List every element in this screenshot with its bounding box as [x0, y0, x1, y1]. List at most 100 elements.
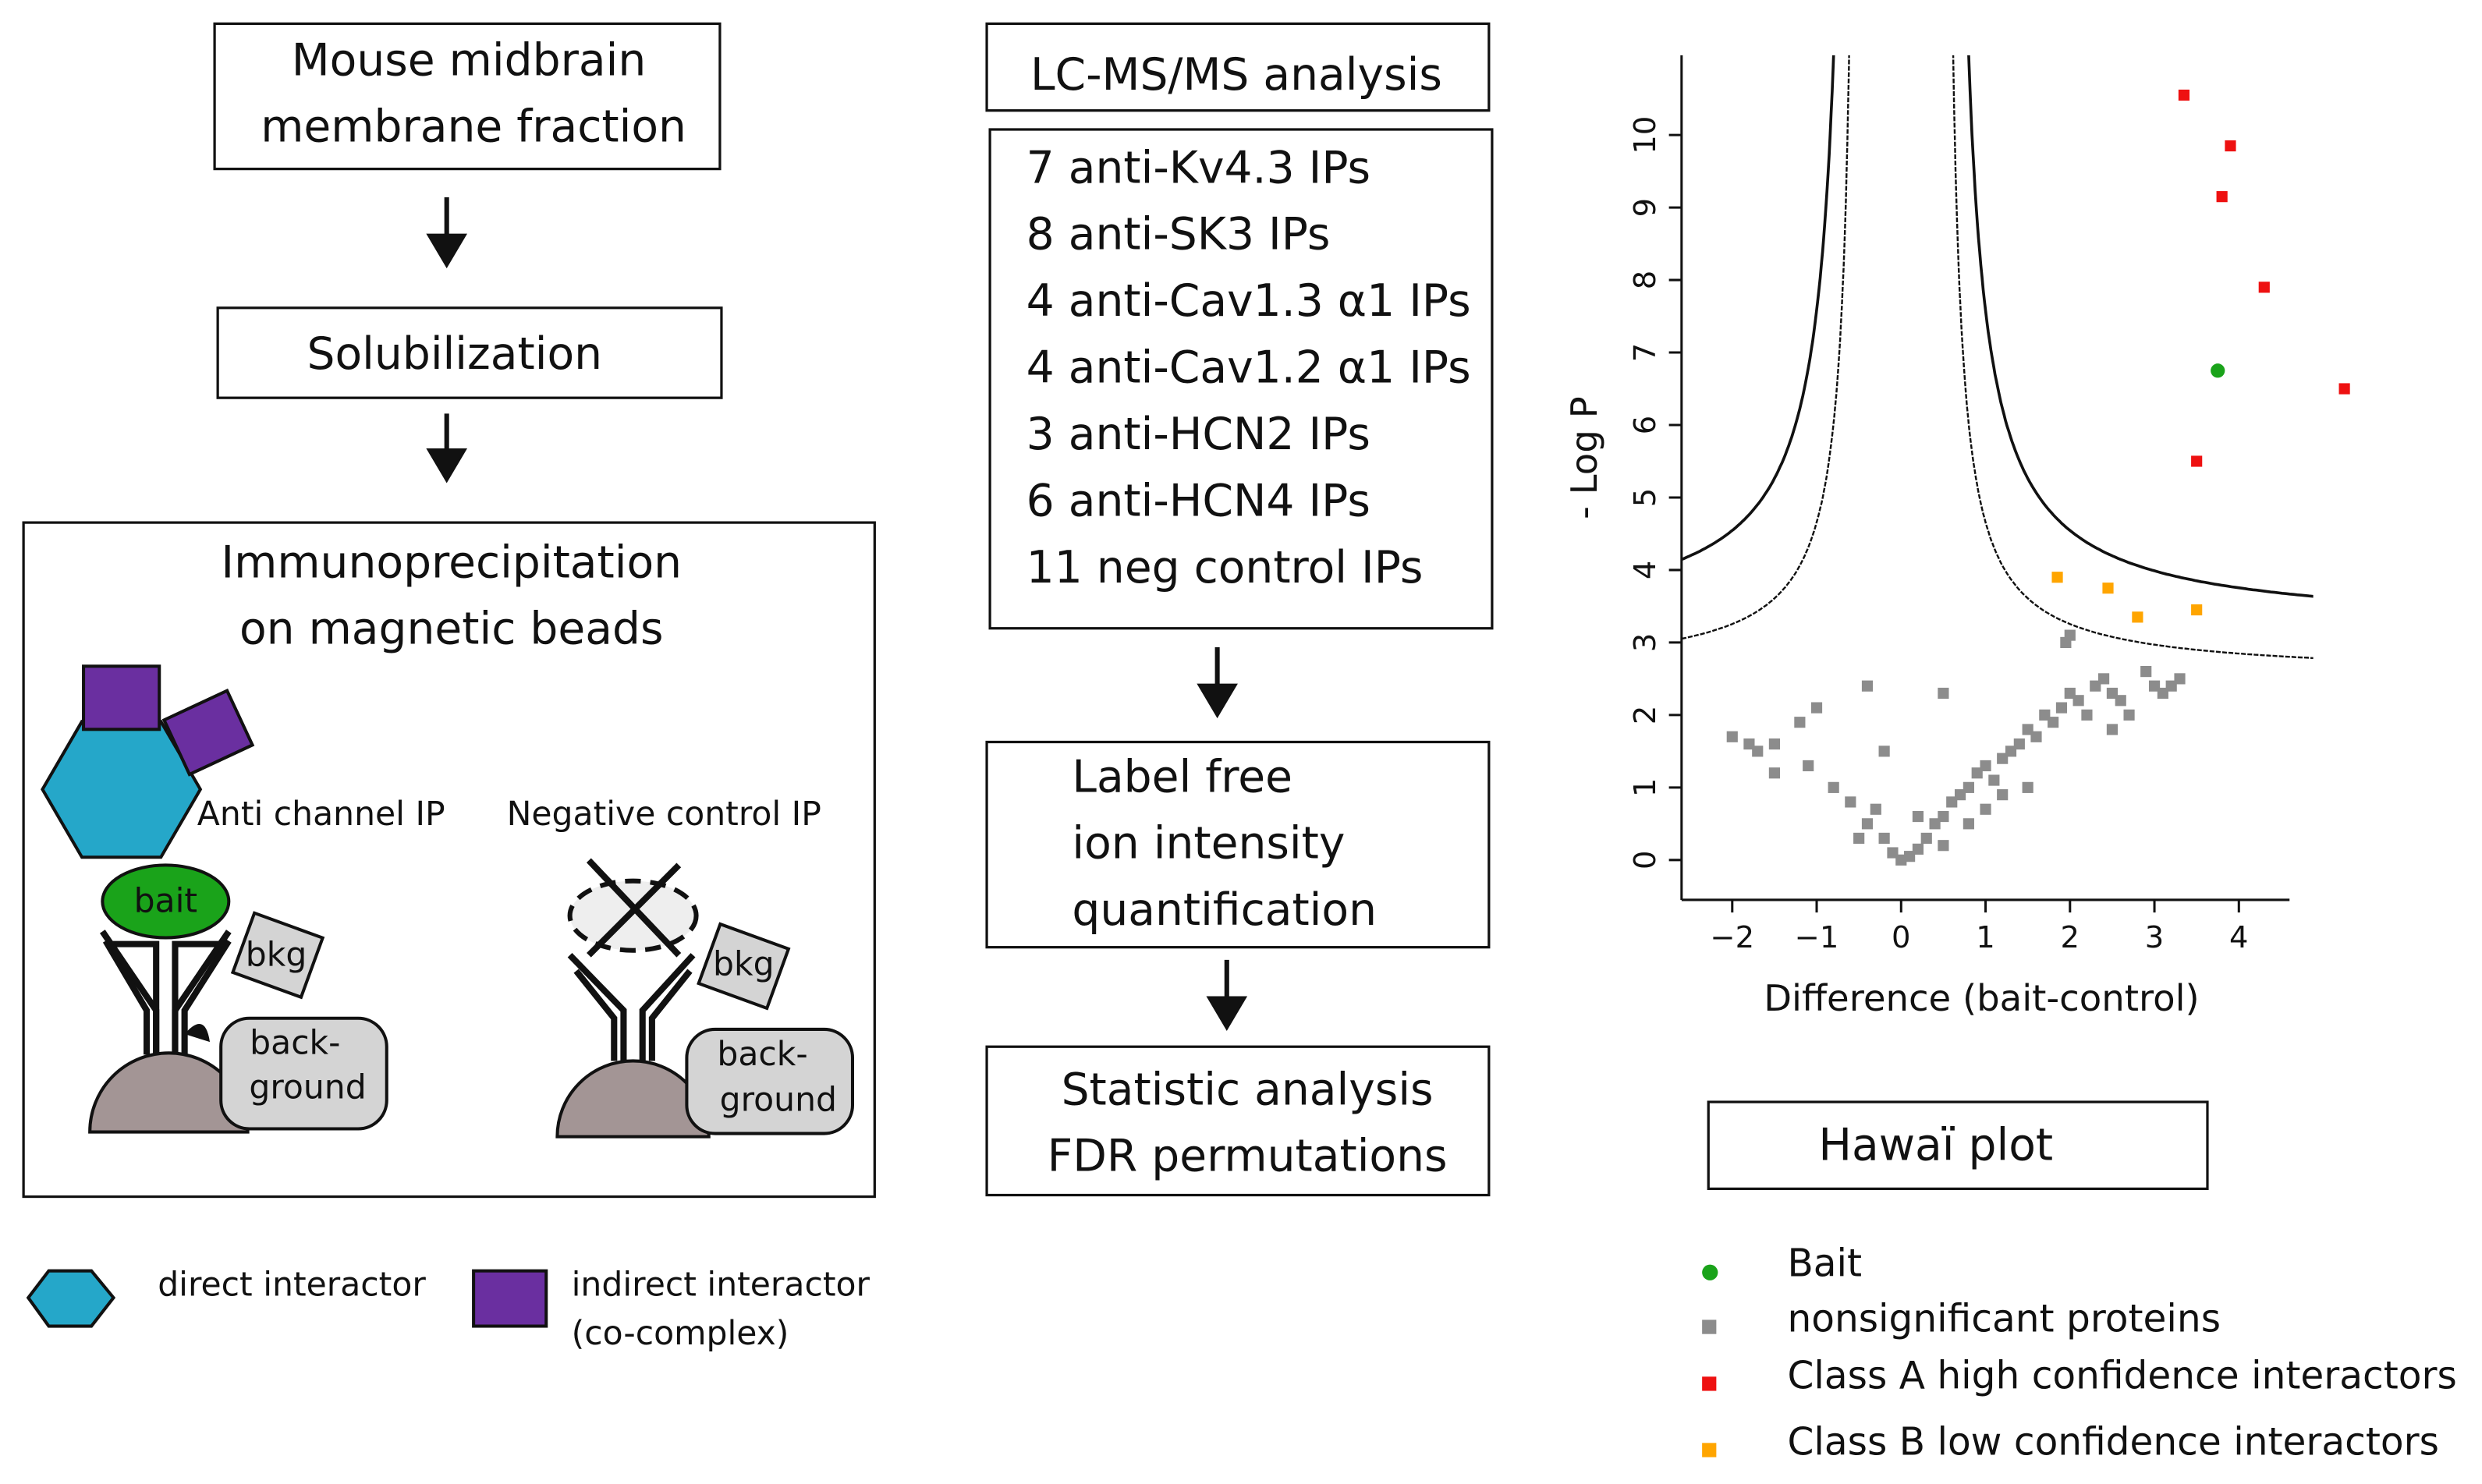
- ip-item: 4 anti-Cav1.2 α1 IPs: [1026, 342, 1471, 394]
- point: [2211, 363, 2225, 378]
- step-text: quantification: [1072, 884, 1377, 936]
- bkg-protein: [230, 911, 325, 1000]
- label: back-: [250, 1025, 340, 1063]
- point: [2005, 746, 2017, 757]
- label: ground: [249, 1068, 366, 1107]
- cross: [586, 858, 682, 958]
- key-hexagon: [26, 1269, 116, 1328]
- absent-bait: [567, 878, 699, 953]
- point: [1743, 738, 1755, 750]
- point: [1726, 731, 1738, 742]
- step-text: membrane fraction: [261, 101, 686, 153]
- y-tick-label: 5: [1628, 488, 1663, 507]
- legend-marker: [1702, 1264, 1718, 1280]
- legend-label: Bait: [1787, 1242, 1862, 1286]
- bait: [101, 863, 231, 940]
- arrow-head: [426, 233, 468, 269]
- point: [2098, 673, 2110, 685]
- ip-item: 6 anti-HCN4 IPs: [1026, 475, 1370, 526]
- step-box: [216, 306, 723, 399]
- point: [1853, 832, 1865, 845]
- point: [2081, 709, 2093, 721]
- legend-marker: [1702, 1319, 1717, 1334]
- point: [1870, 803, 1881, 815]
- y-tick-label: 2: [1628, 706, 1663, 724]
- ip-item: 4 anti-Cav1.3 α1 IPs: [1026, 275, 1471, 327]
- point: [1794, 717, 1806, 728]
- point: [1752, 746, 1764, 757]
- point: [2123, 709, 2135, 721]
- point: [2115, 695, 2126, 707]
- point: [2225, 140, 2236, 152]
- point: [1938, 840, 1949, 852]
- point: [2165, 680, 2177, 692]
- y-tick-label: 0: [1628, 851, 1663, 870]
- point: [2055, 702, 2068, 714]
- point: [1946, 796, 1958, 808]
- threshold-curves: [1681, 55, 2314, 660]
- point: [2174, 673, 2186, 685]
- point: [1845, 796, 1856, 808]
- point: [1912, 810, 1924, 823]
- indirect-interactor: [161, 688, 255, 777]
- legend-marker: [1702, 1443, 1717, 1457]
- ip-item: 3 anti-HCN2 IPs: [1026, 409, 1370, 460]
- point: [1997, 789, 2009, 801]
- point: [1938, 687, 1949, 699]
- ip-item: 7 anti-Kv4.3 IPs: [1026, 142, 1370, 193]
- y-tick-label: 4: [1628, 561, 1663, 579]
- label: bkg: [713, 945, 775, 983]
- ip-item: 8 anti-SK3 IPs: [1026, 209, 1331, 260]
- point: [2338, 383, 2350, 395]
- point: [2030, 731, 2042, 742]
- x-tick-label: −2: [1710, 920, 1754, 955]
- y-axis-label: - Log P: [1563, 396, 1605, 519]
- point: [2132, 611, 2143, 623]
- y-tick-label: 7: [1628, 343, 1663, 362]
- point: [2022, 781, 2033, 793]
- legend-label: nonsignificant proteins: [1787, 1297, 2221, 1341]
- label: ground: [720, 1082, 837, 1120]
- y-tick-label: 3: [1628, 633, 1663, 652]
- key-square: [472, 1269, 548, 1328]
- point: [2140, 666, 2152, 678]
- point: [1963, 781, 1974, 793]
- step-text: Solubilization: [307, 328, 603, 380]
- step-box: [985, 1045, 1491, 1197]
- arrow-head: [1197, 683, 1238, 719]
- label: back-: [717, 1036, 807, 1074]
- step-text: FDR permutations: [1048, 1131, 1448, 1182]
- threshold-curve: [1681, 55, 1835, 561]
- arrow-head: [426, 448, 468, 483]
- arrow-head: [1206, 996, 1248, 1031]
- ip-list: 7 anti-Kv4.3 IPs 8 anti-SK3 IPs 4 anti-Cav…: [1026, 142, 1471, 593]
- point: [2191, 455, 2203, 467]
- x-axis-label: Difference (bait-control): [1764, 977, 2199, 1019]
- label: Negative control IP: [507, 795, 821, 834]
- point: [1971, 767, 1983, 779]
- x-tick-label: 4: [2229, 920, 2248, 955]
- point: [2048, 717, 2059, 728]
- point: [2090, 680, 2101, 692]
- protein-a: [184, 1024, 211, 1043]
- point: [2051, 572, 2063, 583]
- legend-label: Class A high confidence interactors: [1787, 1354, 2456, 1397]
- threshold-curve: [1967, 55, 2314, 598]
- background-protein: [219, 1016, 388, 1131]
- point: [1980, 760, 1991, 772]
- step-text: Label free: [1072, 752, 1292, 803]
- legend-label: Class B low confidence interactors: [1787, 1420, 2438, 1464]
- point: [1768, 738, 1780, 750]
- point: [2106, 724, 2119, 735]
- point: [2072, 695, 2084, 707]
- point: [1878, 832, 1890, 845]
- point: [2106, 687, 2119, 699]
- point: [2064, 687, 2076, 699]
- step-box: [985, 22, 1491, 112]
- bkg-protein: [697, 922, 791, 1011]
- point: [2191, 604, 2203, 616]
- point: [1963, 818, 1974, 830]
- point: [1929, 818, 1941, 830]
- point: [1938, 810, 1949, 823]
- threshold-curve: [1681, 55, 1850, 640]
